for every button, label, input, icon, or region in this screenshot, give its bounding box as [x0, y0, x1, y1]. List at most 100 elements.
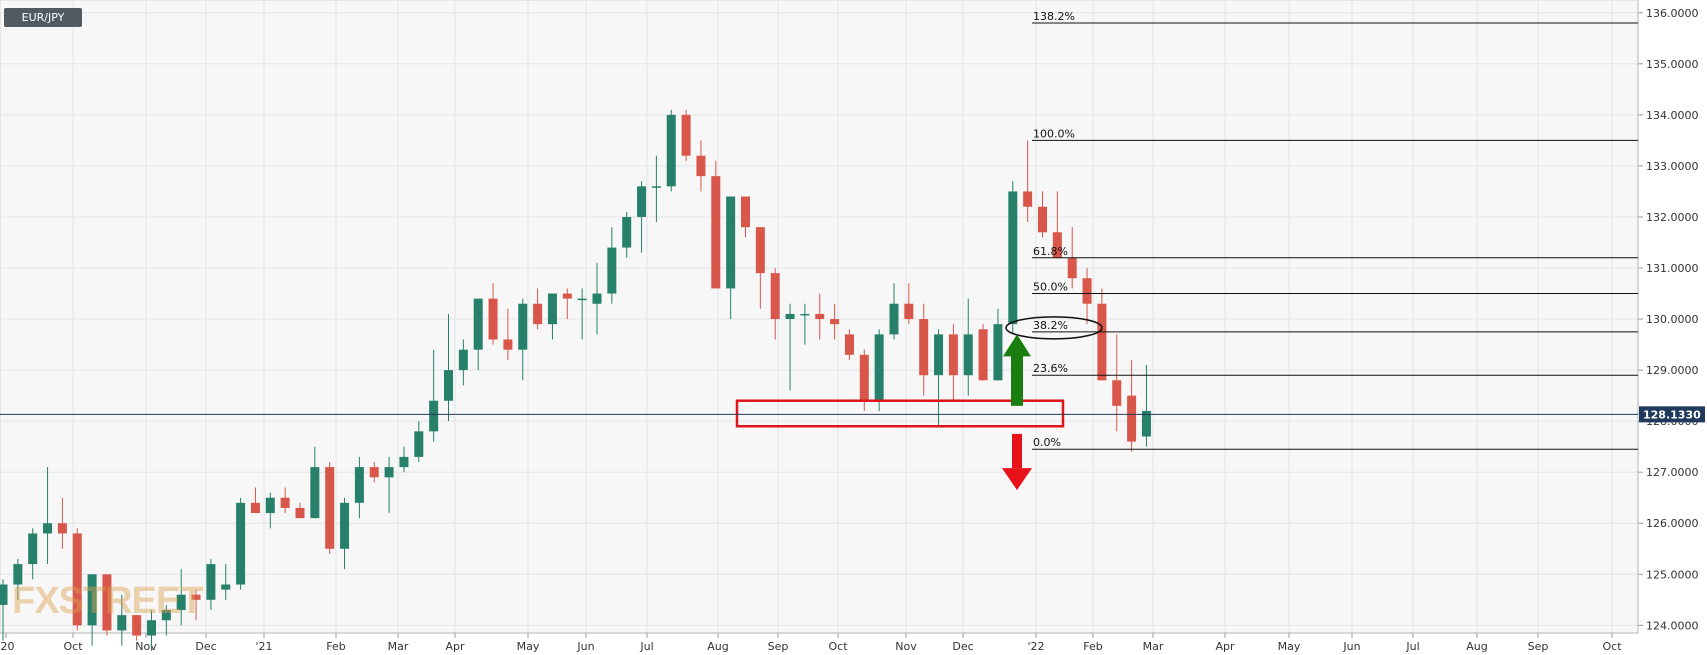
x-tick-label: Mar — [388, 640, 409, 653]
candle-bearish — [919, 319, 929, 376]
candle-bullish — [458, 349, 468, 371]
candle-bearish — [250, 502, 260, 514]
candle-bearish — [72, 533, 82, 626]
candle-bullish — [161, 610, 171, 621]
x-tick-label: Apr — [1215, 640, 1235, 653]
candle-bearish — [1082, 278, 1092, 304]
candle-bearish — [1038, 206, 1047, 233]
candle-bullish — [384, 467, 394, 478]
y-tick-label: 127.0000 — [1646, 466, 1699, 479]
candle-bullish — [607, 247, 617, 294]
candle-bearish — [770, 273, 780, 320]
x-tick-label: Oct — [828, 640, 848, 653]
down-arrow-shaft — [1012, 433, 1022, 469]
candle-bearish — [696, 155, 706, 177]
candle-bullish — [429, 400, 439, 432]
candle-bearish — [844, 334, 854, 355]
y-tick-label: 124.0000 — [1646, 619, 1699, 632]
candle-bullish — [236, 502, 246, 585]
x-tick-label: '21 — [255, 640, 272, 653]
candle-bearish — [1127, 395, 1137, 442]
candle-bearish — [1067, 257, 1077, 279]
y-tick-label: 131.0000 — [1646, 262, 1699, 275]
candle-bullish — [206, 564, 216, 600]
candle-bearish — [904, 303, 914, 320]
y-tick-label: 130.0000 — [1646, 313, 1699, 326]
candle-bullish — [874, 334, 884, 401]
x-tick-label: Feb — [326, 640, 345, 653]
candle-bearish — [503, 339, 513, 350]
current-price-label: 128.1330 — [1643, 408, 1701, 421]
candle-bullish — [13, 564, 23, 585]
x-tick-label: Aug — [707, 640, 728, 653]
candle-bullish — [800, 313, 810, 316]
candle-bullish — [117, 615, 127, 631]
x-tick-label: '20 — [0, 640, 15, 653]
candle-bearish — [325, 467, 335, 549]
x-tick-label: May — [517, 640, 540, 653]
candle-bullish — [354, 467, 364, 503]
candle-bullish — [934, 334, 944, 376]
y-tick-label: 132.0000 — [1646, 211, 1699, 224]
candle-bearish — [533, 303, 543, 325]
fib-circle-annotation — [1005, 316, 1103, 340]
y-tick-label: 125.0000 — [1646, 568, 1699, 581]
candle-bullish — [176, 594, 186, 611]
candle-bullish — [43, 523, 53, 534]
x-tick-label: Feb — [1083, 640, 1102, 653]
x-tick-label: Sep — [768, 640, 789, 653]
fib-level-label: 50.0% — [1033, 281, 1068, 294]
candle-bearish — [1052, 232, 1062, 258]
current-price-tag — [1639, 406, 1705, 423]
x-tick-label: Nov — [135, 640, 157, 653]
candle-bearish — [369, 467, 379, 478]
candle-bullish — [622, 216, 632, 248]
symbol-label[interactable]: EUR/JPY — [4, 8, 82, 27]
candle-bullish — [993, 324, 1003, 381]
fib-level-label: 100.0% — [1033, 127, 1075, 140]
support-zone-box — [735, 399, 1065, 428]
candle-bullish — [637, 186, 647, 217]
y-tick-label: 134.0000 — [1646, 109, 1699, 122]
x-tick-label: Aug — [1466, 640, 1487, 653]
candle-bullish — [340, 502, 350, 549]
y-tick-label: 129.0000 — [1646, 364, 1699, 377]
candle-bearish — [191, 594, 201, 600]
candle-bullish — [785, 313, 795, 320]
candle-bullish — [444, 370, 453, 401]
candle-bullish — [518, 303, 528, 350]
candle-bullish — [147, 620, 156, 636]
fib-level-label: 138.2% — [1033, 10, 1075, 23]
candle-bullish — [1141, 410, 1151, 437]
candle-bearish — [859, 354, 869, 401]
candle-bullish — [1008, 191, 1018, 325]
fib-level-label: 0.0% — [1033, 436, 1061, 449]
x-tick-label: May — [1278, 640, 1301, 653]
x-tick-label: Sep — [1528, 640, 1549, 653]
candle-bullish — [889, 303, 899, 335]
x-tick-label: Dec — [952, 640, 973, 653]
fib-level-label: 38.2% — [1033, 319, 1068, 332]
candle-bullish — [473, 298, 483, 350]
x-tick-label: Dec — [195, 640, 216, 653]
x-tick-label: Jul — [1405, 640, 1419, 653]
candle-bearish — [1023, 191, 1033, 207]
up-arrow-shaft — [1011, 354, 1023, 406]
x-tick-label: Oct — [63, 640, 83, 653]
watermark-logo: FXSTREET — [12, 580, 203, 622]
candle-bullish — [651, 186, 661, 188]
candle-bearish — [948, 334, 958, 376]
candle-bullish — [547, 293, 557, 325]
fib-level-label: 23.6% — [1033, 362, 1068, 375]
candle-bearish — [755, 227, 765, 274]
candle-bearish — [681, 114, 691, 156]
candle-bearish — [295, 507, 305, 519]
x-tick-label: Mar — [1143, 640, 1164, 653]
candle-bullish — [592, 293, 602, 304]
y-tick-label: 136.0000 — [1646, 7, 1699, 20]
candle-bearish — [1112, 380, 1122, 406]
x-tick-label: '22 — [1027, 640, 1044, 653]
candle-bullish — [577, 298, 587, 301]
